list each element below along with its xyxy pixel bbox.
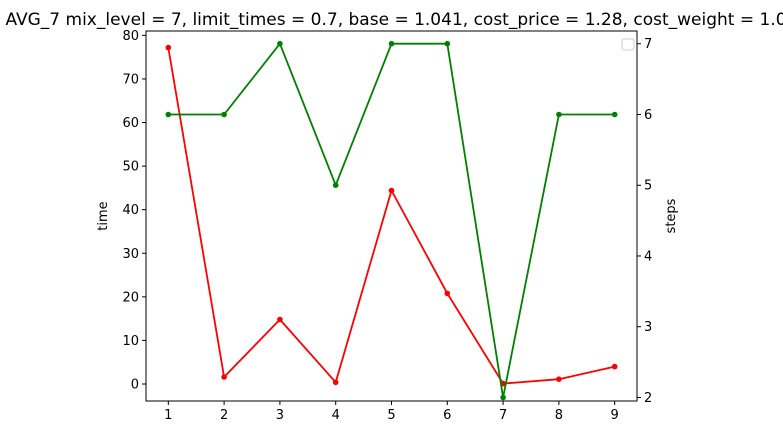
series-1-line [167,47,615,385]
y-right-tick-label: 3 [644,320,652,335]
y-right-tick-label: 2 [644,391,652,406]
series-2-point [277,40,283,47]
x-tick-label: 1 [164,408,172,423]
series-1-point [444,290,451,297]
series-1-point [556,376,562,383]
y-left-tick-label: 20 [122,290,139,305]
series-1-point [332,379,339,386]
plot-area: 1 2 3 4 5 6 7 8 9 0 10 20 30 40 50 60 70 80 2 3 4 5 6 7 time step… [96,29,679,423]
y-right-tick-label: 6 [644,108,652,123]
y-right-tick-label: 5 [644,179,652,194]
y-left-tick-label: 80 [122,29,139,44]
x-tick-label: 7 [499,408,507,423]
series-2-point [444,40,451,47]
series-2-point [556,111,562,118]
x-tick-label: 3 [276,408,284,423]
chart-title: AVG_7 mix_level = 7, limit_times = 0.7, … [5,10,783,30]
series-2-point [221,111,227,118]
y-left-tick-label: 70 [122,72,139,87]
series-1-point [221,374,227,380]
y-left-axis-title: time [96,201,111,230]
y-left-tick-label: 10 [122,334,139,349]
series-2-point [500,394,506,401]
y-right-tick-label: 4 [644,249,652,264]
x-tick-label: 2 [220,408,228,423]
y-left-tick-label: 50 [122,160,139,175]
series-1-point [277,316,283,323]
series-2-point [165,111,172,118]
y-right-axis-title: steps [664,198,679,233]
series-2-line [168,42,615,399]
series-2-point [332,182,339,188]
y-left-tick-label: 0 [131,378,139,393]
y-right-tick-label: 7 [644,37,652,52]
x-tick-label: 9 [611,408,619,423]
series-2-point [388,40,395,47]
x-tick-label: 5 [387,408,395,423]
x-tick-label: 8 [555,408,563,423]
y-left-tick-label: 40 [122,203,139,218]
series-1-point [388,187,395,194]
y-left-tick-label: 60 [122,116,139,131]
y-left-tick-label: 30 [122,247,139,262]
series-1-point [611,363,618,370]
series-2-point [611,111,618,118]
x-tick-label: 4 [332,408,340,423]
x-tick-label: 6 [443,408,451,423]
series-1-point [165,44,172,51]
legend-box [621,38,635,51]
